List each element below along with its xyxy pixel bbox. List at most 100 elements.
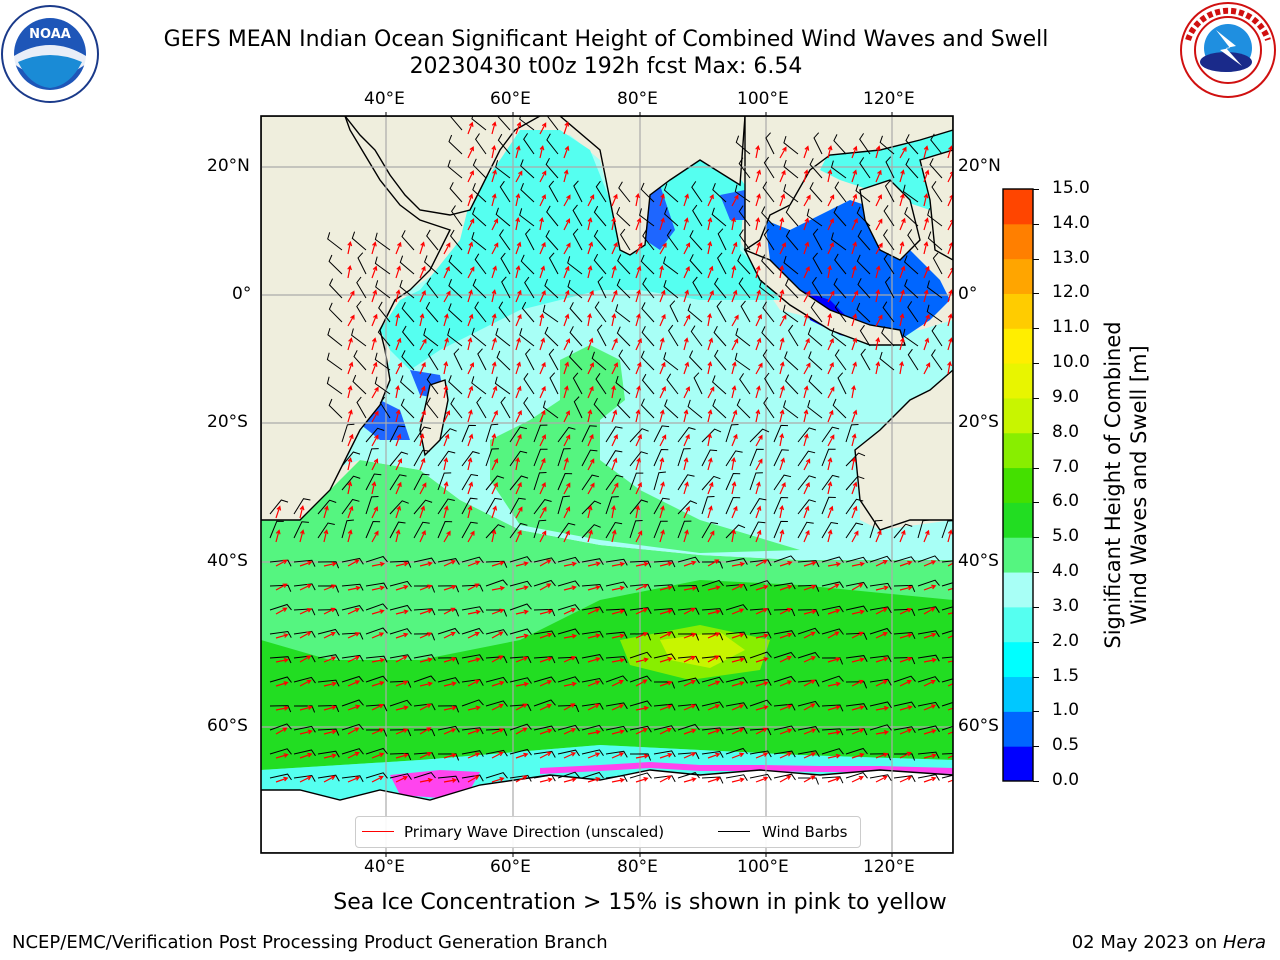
- wind-barb: [677, 500, 698, 515]
- wind-barb: [581, 771, 604, 779]
- wind-barb: [557, 771, 580, 779]
- wave-direction-arrow: [923, 776, 937, 783]
- wind-barb: [329, 278, 343, 299]
- wave-direction-arrow: [587, 265, 593, 279]
- wave-direction-arrow: [635, 385, 641, 399]
- wave-direction-arrow: [803, 752, 817, 759]
- wind-barb: [725, 424, 739, 443]
- wind-barb: [400, 398, 415, 419]
- wind-barb: [701, 727, 724, 735]
- wave-direction-arrow: [419, 505, 426, 519]
- wave-direction-arrow: [779, 584, 793, 591]
- colorbar-tick-mark: [1033, 467, 1039, 469]
- wave-direction-arrow: [683, 409, 689, 423]
- wind-barb: [544, 326, 559, 347]
- wave-direction-arrow: [347, 337, 353, 351]
- wind-barb: [941, 656, 953, 659]
- wave-direction-arrow: [467, 289, 473, 303]
- wave-direction-arrow: [347, 655, 360, 663]
- wave-direction-arrow: [707, 728, 721, 735]
- wave-direction-arrow: [851, 313, 857, 327]
- colorbar-segment: [1003, 502, 1033, 538]
- wind-barb: [581, 500, 602, 515]
- wind-barb: [761, 254, 775, 275]
- wave-direction-arrow: [467, 505, 473, 519]
- colorbar-tick-mark: [1033, 537, 1039, 539]
- wind-barb: [605, 750, 628, 758]
- lon-tick-top-40e: 40°E: [364, 89, 405, 109]
- wind-barb: [557, 704, 580, 713]
- wind-barb: [413, 585, 436, 593]
- wave-direction-arrow: [683, 704, 697, 711]
- wind-barb: [783, 184, 799, 203]
- wind-barb: [885, 156, 895, 179]
- wind-barb: [413, 752, 436, 760]
- wave-direction-arrow: [467, 121, 474, 135]
- wind-barb: [821, 675, 844, 683]
- noaa-logo: NOAA: [1, 5, 99, 103]
- wind-barb: [389, 451, 409, 467]
- wave-direction-arrow: [419, 727, 432, 735]
- wave-direction-arrow: [635, 457, 641, 471]
- wind-barb: [546, 133, 559, 155]
- wave-direction-arrow: [443, 337, 449, 351]
- wind-barb: [605, 608, 628, 616]
- wave-direction-arrow: [899, 146, 907, 159]
- wind-barb: [762, 349, 775, 371]
- wave-direction-arrow: [467, 728, 481, 735]
- wave-direction-arrow: [923, 289, 929, 303]
- wave-direction-arrow: [803, 679, 816, 687]
- wind-barb: [783, 159, 799, 179]
- wind-barb: [738, 277, 751, 299]
- wave-direction-arrow: [299, 608, 313, 615]
- wind-barb: [474, 253, 487, 275]
- wave-direction-arrow: [491, 313, 497, 327]
- wind-barb: [653, 703, 676, 711]
- wave-direction-arrow: [371, 410, 379, 423]
- wind-barb: [765, 132, 775, 155]
- wave-direction-arrow: [515, 193, 521, 207]
- wind-barb: [734, 184, 751, 203]
- wave-direction-arrow: [563, 242, 571, 255]
- wind-barb: [472, 183, 487, 203]
- wind-barb: [593, 229, 607, 251]
- wind-barb: [533, 676, 556, 683]
- wind-barb: [905, 134, 919, 155]
- wave-direction-arrow: [779, 146, 787, 159]
- wind-barb: [677, 520, 692, 539]
- wave-direction-arrow: [515, 170, 523, 183]
- wave-direction-arrow: [275, 505, 282, 519]
- wind-barb: [739, 373, 751, 395]
- wind-barb: [389, 654, 412, 661]
- wave-direction-arrow: [803, 458, 811, 471]
- wind-barb: [509, 556, 532, 563]
- wind-barb: [869, 582, 892, 590]
- wave-direction-arrow: [923, 241, 929, 255]
- wave-direction-arrow: [803, 775, 816, 783]
- wind-barb: [926, 304, 943, 323]
- wind-barb: [485, 497, 502, 515]
- wind-barb: [639, 208, 655, 227]
- wind-barb: [557, 426, 576, 443]
- wind-barb: [893, 523, 913, 539]
- wave-direction-arrow: [443, 705, 457, 711]
- wind-barb: [845, 772, 868, 779]
- wave-direction-arrow: [731, 456, 736, 471]
- wave-direction-arrow: [659, 561, 673, 567]
- wind-barb: [413, 729, 436, 737]
- wind-barb: [616, 207, 631, 227]
- wind-barb: [557, 656, 580, 664]
- wind-barb: [857, 278, 871, 299]
- wind-barb: [749, 773, 772, 781]
- wave-direction-arrow: [779, 432, 785, 447]
- wind-barb: [472, 278, 487, 299]
- wave-direction-arrow: [467, 241, 474, 255]
- wave-direction-arrow: [323, 561, 337, 567]
- wave-direction-arrow: [683, 193, 689, 207]
- wave-direction-arrow: [275, 727, 288, 735]
- wind-barb: [617, 254, 631, 275]
- wave-direction-arrow: [563, 410, 570, 423]
- wave-direction-arrow: [899, 217, 906, 231]
- wave-direction-arrow: [395, 312, 401, 327]
- wave-direction-arrow: [587, 657, 601, 663]
